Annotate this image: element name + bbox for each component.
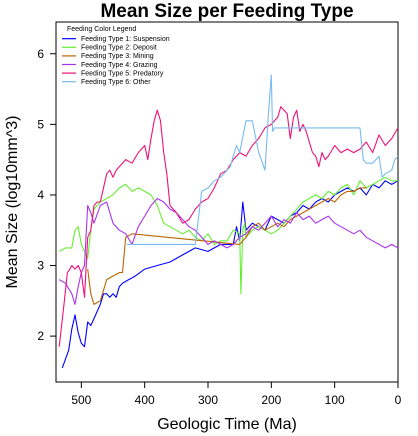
legend-label-4: Feeding Type 4: Grazing xyxy=(81,62,158,69)
series-line-4 xyxy=(58,197,399,305)
series-layer xyxy=(58,74,399,369)
x-tick-label-1: 400 xyxy=(135,393,155,407)
x-tick-label-2: 300 xyxy=(198,393,218,407)
y-axis-title: Mean Size (log10mm^3) xyxy=(4,116,21,289)
chart-title: Mean Size per Feeding Type xyxy=(100,1,353,22)
series-line-5 xyxy=(58,106,399,347)
series-line-3 xyxy=(87,187,367,305)
plot-frame xyxy=(55,21,399,383)
legend-label-2: Feeding Type 2: Deposit xyxy=(81,45,157,52)
y-tick-label-1: 3 xyxy=(37,259,44,273)
x-axis-title: Geologic Time (Ma) xyxy=(157,416,297,433)
series-line-2 xyxy=(58,176,398,295)
legend-label-3: Feeding Type 3: Mining xyxy=(81,53,154,60)
y-tick-label-3: 5 xyxy=(37,117,44,131)
x-tick-label-4: 100 xyxy=(325,393,345,407)
series-line-6 xyxy=(126,74,399,245)
series-line-1 xyxy=(61,180,399,369)
x-tick-label-3: 200 xyxy=(261,393,281,407)
x-tick-label-0: 500 xyxy=(71,393,91,407)
legend-label-6: Feeding Type 6: Other xyxy=(81,79,151,86)
x-axis: 500 400 300 200 100 0 xyxy=(71,382,402,407)
legend-label-5: Feeding Type 5: Predatory xyxy=(81,70,164,77)
y-tick-label-0: 2 xyxy=(37,329,44,343)
y-tick-label-2: 4 xyxy=(37,188,44,202)
y-tick-label-4: 6 xyxy=(37,47,44,61)
y-axis: 2 3 4 5 6 xyxy=(37,47,56,343)
legend-label-1: Feeding Type 1: Suspension xyxy=(81,36,170,43)
legend: Feeding Color Legend Feeding Type 1: Sus… xyxy=(62,26,170,86)
legend-title: Feeding Color Legend xyxy=(67,26,136,33)
x-tick-label-5: 0 xyxy=(395,393,402,407)
